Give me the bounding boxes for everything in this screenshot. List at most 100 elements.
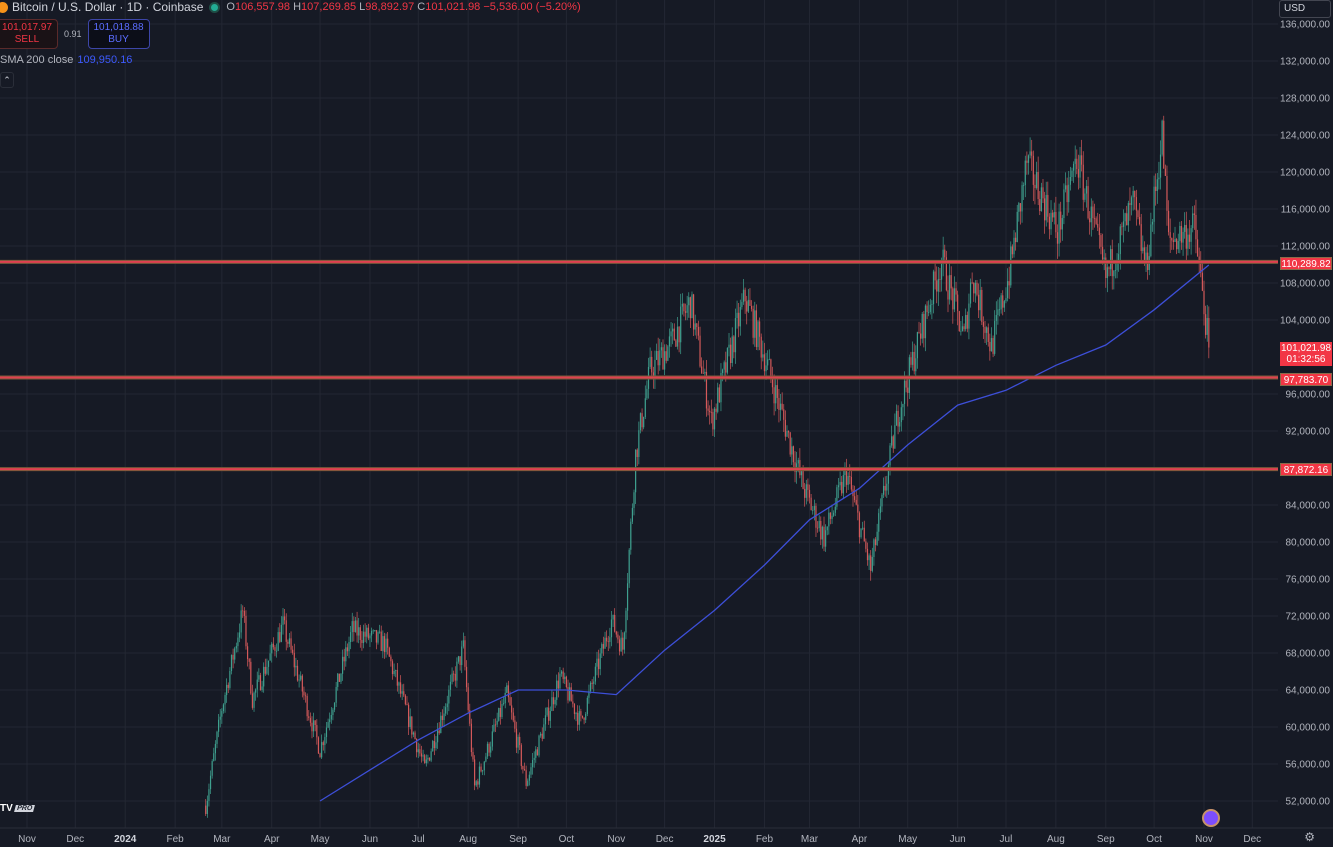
candle-body bbox=[544, 715, 547, 725]
candle-body bbox=[736, 312, 738, 319]
candle-body bbox=[1090, 206, 1092, 223]
candle-body bbox=[1206, 318, 1208, 335]
candle-body bbox=[660, 347, 662, 351]
candle-body bbox=[789, 432, 791, 455]
candle-body bbox=[1056, 232, 1059, 244]
x-tick-label: Oct bbox=[1146, 834, 1162, 845]
candle-body bbox=[282, 616, 284, 625]
change-value: −5,536.00 (−5.20%) bbox=[483, 1, 581, 13]
candle-body bbox=[313, 720, 315, 732]
candle-body bbox=[614, 614, 616, 632]
candle-body bbox=[451, 673, 453, 682]
candle-body bbox=[372, 630, 374, 632]
candle-body bbox=[989, 341, 991, 352]
buy-button[interactable]: 101,018.88 BUY bbox=[87, 19, 150, 49]
sma-value: 109,950.16 bbox=[77, 54, 133, 66]
y-tick-label: 112,000.00 bbox=[1281, 242, 1331, 253]
candle-body bbox=[878, 513, 880, 532]
candle-body bbox=[910, 357, 912, 365]
candle-body bbox=[548, 707, 550, 721]
candle-body bbox=[742, 289, 745, 302]
sma-legend[interactable]: SMA 200 close 109,950.16 bbox=[0, 54, 132, 66]
candle-body bbox=[813, 505, 815, 511]
candle-body bbox=[256, 679, 258, 690]
candle-body bbox=[892, 436, 894, 449]
candle-body bbox=[770, 359, 772, 377]
candle-body bbox=[961, 326, 964, 331]
candle-body bbox=[618, 639, 621, 652]
candle-body bbox=[1077, 168, 1080, 178]
candle-body bbox=[1085, 186, 1088, 194]
candle-body bbox=[974, 282, 976, 294]
candle-body bbox=[754, 310, 756, 338]
candle-body bbox=[622, 637, 624, 650]
candle-body bbox=[494, 724, 497, 726]
candle-body bbox=[957, 294, 959, 312]
candle-body bbox=[1040, 187, 1042, 212]
candle-body bbox=[676, 326, 679, 347]
candle-body bbox=[992, 338, 994, 354]
candle-body bbox=[791, 446, 793, 455]
symbol-title[interactable]: Bitcoin / U.S. Dollar · 1D · Coinbase bbox=[12, 0, 204, 14]
candle-body bbox=[573, 703, 576, 714]
candle-body bbox=[823, 526, 825, 547]
candle-body bbox=[519, 736, 521, 746]
candle-body bbox=[235, 646, 237, 649]
currency-selector[interactable]: USD bbox=[1279, 0, 1331, 18]
candle-body bbox=[549, 711, 551, 721]
candle-body bbox=[786, 431, 788, 437]
x-tick-label: Apr bbox=[264, 834, 280, 845]
spread: 0.91 bbox=[64, 29, 82, 39]
candle-body bbox=[649, 356, 651, 367]
candle-body bbox=[623, 632, 625, 650]
candle-body bbox=[1193, 213, 1195, 215]
candle-body bbox=[783, 409, 785, 420]
candle-body bbox=[425, 759, 427, 764]
candle-body bbox=[399, 682, 402, 694]
candle-body bbox=[1016, 211, 1018, 243]
y-tick-label: 116,000.00 bbox=[1281, 205, 1331, 216]
candle-body bbox=[715, 408, 717, 412]
candle-body bbox=[833, 512, 835, 516]
candle-body bbox=[725, 362, 727, 373]
candle-body bbox=[920, 333, 922, 339]
collapse-legend-button[interactable]: ⌃ bbox=[0, 72, 14, 88]
candle-body bbox=[240, 610, 242, 633]
gear-icon[interactable]: ⚙ bbox=[1304, 830, 1315, 844]
candle-body bbox=[533, 757, 535, 761]
event-flag-icon[interactable] bbox=[1202, 809, 1220, 827]
sell-button[interactable]: 101,017.97 SELL bbox=[0, 19, 58, 49]
candle-body bbox=[654, 359, 656, 378]
level-label-3: 87,872.16 bbox=[1280, 463, 1332, 476]
candle-body bbox=[633, 492, 635, 508]
candle-body bbox=[337, 673, 339, 687]
candle-body bbox=[868, 555, 870, 561]
candle-body bbox=[263, 666, 265, 687]
candle-body bbox=[218, 719, 220, 732]
candle-body bbox=[535, 749, 537, 758]
candle-body bbox=[564, 676, 566, 680]
candle-body bbox=[847, 476, 849, 485]
candle-body bbox=[1118, 254, 1120, 263]
candle-body bbox=[944, 249, 946, 258]
y-tick-label: 68,000.00 bbox=[1286, 649, 1331, 660]
candle-body bbox=[242, 610, 244, 612]
candle-body bbox=[478, 766, 481, 785]
candle-body bbox=[227, 684, 229, 688]
candle-body bbox=[1113, 270, 1115, 277]
candle-body bbox=[1134, 190, 1136, 198]
candle-body bbox=[1195, 214, 1197, 240]
candle-body bbox=[981, 289, 983, 323]
candle-body bbox=[1097, 223, 1099, 228]
tradingview-logo[interactable]: TV PRO bbox=[0, 803, 35, 814]
candle-body bbox=[1050, 212, 1052, 230]
candle-body bbox=[1174, 239, 1176, 242]
x-tick-label: Sep bbox=[509, 834, 527, 845]
candle-body bbox=[523, 769, 526, 771]
candle-body bbox=[696, 323, 698, 327]
candle-body bbox=[243, 610, 245, 616]
candle-body bbox=[638, 430, 640, 457]
x-tick-label: 2025 bbox=[703, 834, 726, 845]
candle-body bbox=[641, 413, 643, 428]
